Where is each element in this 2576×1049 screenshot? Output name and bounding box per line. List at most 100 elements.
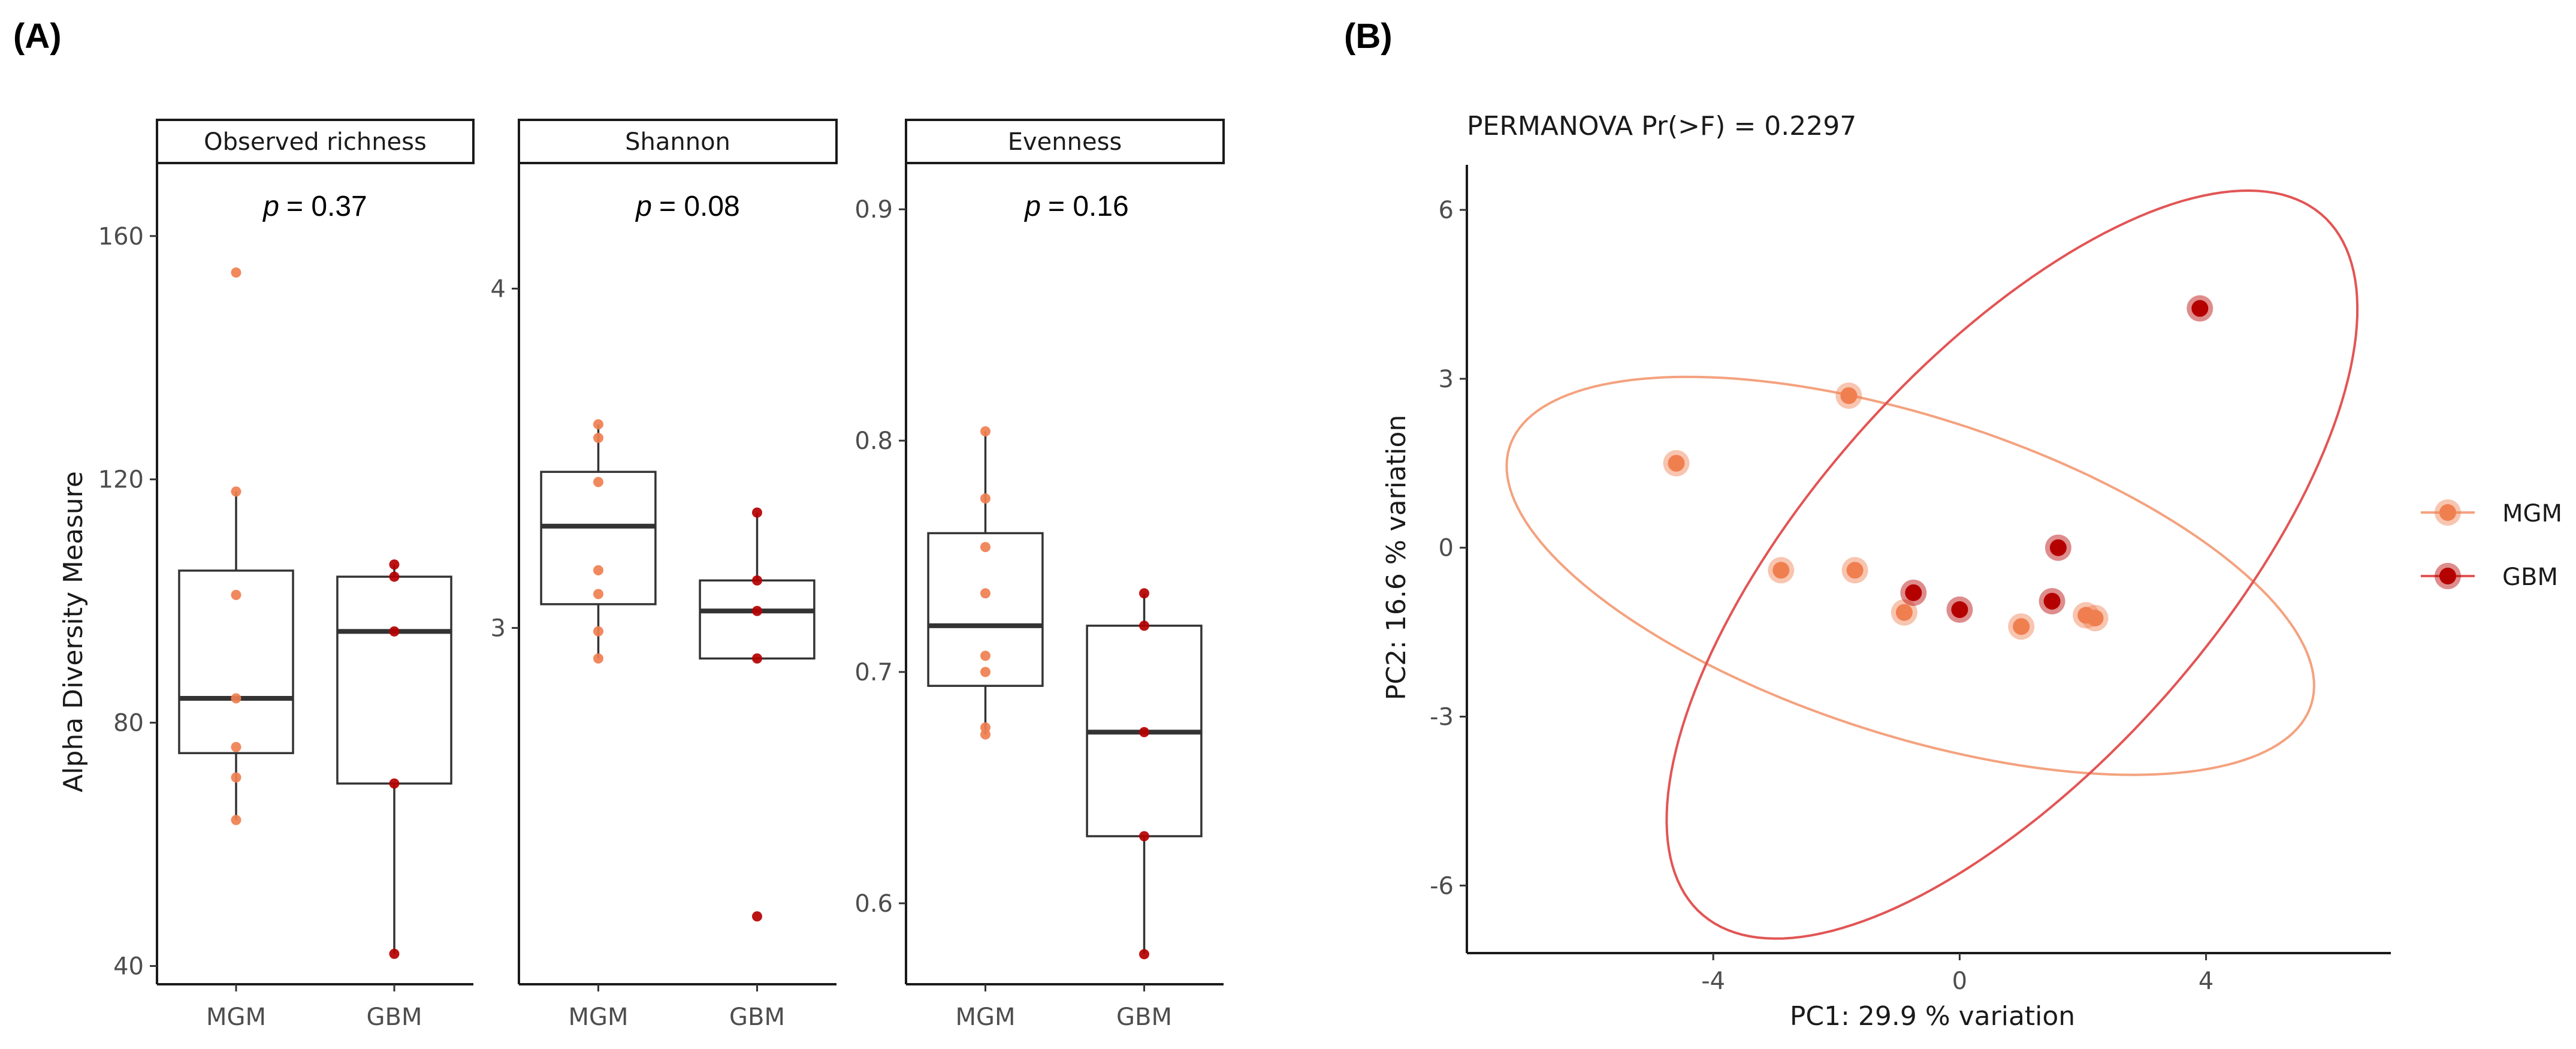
point-mgm [231,486,241,497]
x-tick-label: MGM [568,1003,628,1031]
ellipse-gbm [1665,189,2359,940]
point-gbm [389,948,400,959]
point-mgm [1668,454,1685,472]
pca-xlabel: PC1: 29.9 % variation [1790,1001,2075,1032]
point-mgm [593,565,603,575]
point-gbm [1905,584,1922,601]
point-gbm [1139,620,1149,631]
p-label: p [635,191,652,222]
point-gbm [1139,831,1149,842]
facet-shannon: Shannon p = 0.08 [518,119,838,222]
point-mgm [231,741,241,752]
point-mgm [593,419,603,430]
box-mgm [927,532,1044,687]
point-gbm [389,626,400,637]
pca-y-tick-label: 0 [1439,535,1454,562]
legend-key-mgm [2439,504,2456,521]
legend-key-gbm [2439,568,2456,584]
point-mgm [2086,610,2104,627]
legend-label-mgm: MGM [2502,500,2562,527]
p-value: p = 0.37 [262,191,367,222]
box-gbm [336,575,452,785]
p-number: = 0.37 [286,191,367,222]
p-value: p = 0.08 [635,191,740,222]
y-tick-label: 120 [98,466,144,494]
point-gbm [2049,539,2067,556]
point-mgm [593,477,603,487]
point-mgm [980,493,990,504]
point-gbm [752,911,762,922]
p-label: p [1023,191,1041,222]
facet-observed-richness: Observed richness p = 0.37 [156,119,475,222]
box-mgm [178,569,294,755]
p-label: p [262,191,279,222]
y-tick-label: 40 [113,953,144,981]
y-tick-label: 3 [491,615,506,643]
point-gbm [1139,949,1149,960]
pca-y-tick-label: 6 [1439,197,1454,224]
x-tick-label: MGM [955,1003,1015,1031]
strip-title: Shannon [625,128,730,156]
point-mgm [593,589,603,599]
point-mgm [231,693,241,704]
panel-a-ylabel: Alpha Diversity Measure [58,471,89,792]
strip-title: Observed richness [204,128,427,156]
p-number: = 0.16 [1048,191,1129,222]
point-gbm [389,571,400,582]
point-mgm [2013,618,2030,635]
y-tick-label: 0.7 [854,659,893,686]
point-mgm [593,626,603,637]
x-tick-label: MGM [206,1003,266,1031]
x-tick-label: GBM [367,1003,422,1031]
box-gbm [699,579,816,660]
point-gbm [1951,601,1968,619]
x-tick-label: GBM [1116,1003,1172,1031]
legend-label-gbm: GBM [2502,563,2558,591]
panel-label-b: (B) [1344,17,1393,56]
point-mgm [980,542,990,553]
strip-title: Evenness [1008,128,1122,156]
point-mgm [1772,562,1790,579]
point-gbm [389,778,400,789]
point-gbm [752,575,762,586]
pca-x-tick-label: 4 [2198,967,2213,995]
point-mgm [593,653,603,664]
pca-y-tick-label: -3 [1430,704,1454,731]
point-gbm [752,605,762,616]
p-number: = 0.08 [659,191,740,222]
strip-box [518,119,838,164]
point-gbm [2191,300,2209,317]
point-mgm [231,815,241,825]
point-gbm [1139,588,1149,599]
ellipse-mgm [1505,375,2315,776]
point-mgm [1895,604,1913,621]
p-value: p = 0.16 [1023,191,1129,222]
strip-box [156,119,475,164]
point-mgm [231,590,241,601]
legend: MGM GBM [2502,500,2562,591]
pca-x-tick-label: -4 [1701,967,1725,995]
point-mgm [593,433,603,444]
point-gbm [752,507,762,518]
strip-box [905,119,1225,164]
x-tick-label: GBM [729,1003,785,1031]
point-mgm [231,772,241,783]
facet-evenness: Evenness p = 0.16 [905,119,1225,222]
point-mgm [1840,387,1858,405]
point-mgm [980,650,990,661]
pca-ylabel: PC2: 16.6 % variation [1381,415,1412,700]
point-gbm [752,653,762,664]
point-mgm [980,729,990,740]
y-tick-label: 80 [113,710,144,737]
pca-y-tick-label: 3 [1439,366,1454,393]
point-mgm [1846,562,1864,579]
y-tick-label: 0.6 [854,890,893,918]
permanova-title: PERMANOVA Pr(>F) = 0.2297 [1467,111,1856,141]
y-tick-label: 160 [98,223,144,251]
point-gbm [389,559,400,570]
point-mgm [980,588,990,599]
pca-y-tick-label: -6 [1430,872,1454,900]
point-gbm [1139,727,1149,737]
